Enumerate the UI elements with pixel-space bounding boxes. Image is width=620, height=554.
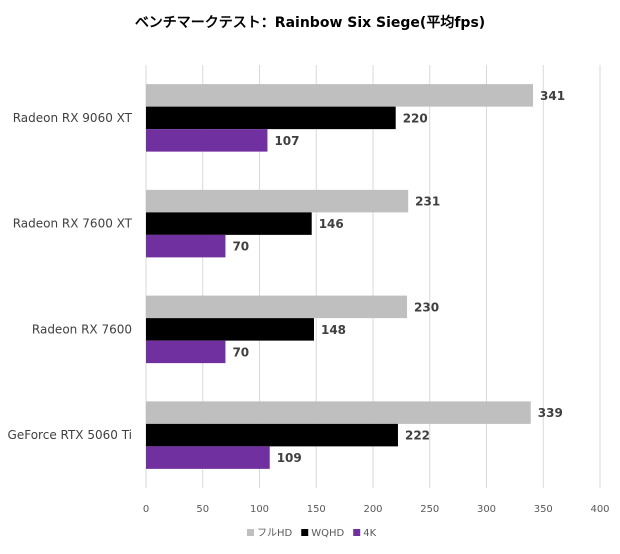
data-label: 109 (277, 451, 302, 465)
x-tick-label: 150 (307, 504, 326, 515)
legend-label: WQHD (311, 528, 344, 539)
bar (146, 212, 312, 235)
category-label: Radeon RX 7600 XT (13, 217, 133, 231)
bar (146, 340, 226, 364)
x-tick-label: 350 (534, 504, 553, 515)
x-tick-label: 200 (363, 504, 382, 515)
legend-swatch (247, 529, 254, 536)
data-label: 222 (405, 429, 430, 443)
x-tick-label: 250 (420, 504, 439, 515)
bar (146, 129, 268, 152)
bar (146, 234, 226, 258)
legend-label: 4K (363, 528, 376, 539)
legend-swatch (301, 529, 309, 536)
category-label: Radeon RX 9060 XT (13, 111, 133, 125)
x-tick-label: 0 (143, 504, 149, 515)
bar (146, 423, 398, 447)
x-tick-label: 300 (477, 504, 496, 515)
data-label: 230 (414, 300, 439, 314)
category-label: GeForce RTX 5060 Ti (8, 428, 132, 442)
bar (146, 446, 270, 469)
bar (146, 106, 396, 130)
data-label: 339 (538, 406, 563, 420)
x-tick-label: 50 (196, 504, 209, 515)
x-tick-label: 400 (590, 504, 609, 515)
chart-title: ベンチマークテスト：Rainbow Six Siege(平均fps) (135, 14, 485, 31)
data-label: 341 (540, 89, 565, 103)
data-label: 146 (319, 217, 344, 231)
bar (146, 318, 314, 341)
bar (146, 189, 409, 213)
data-label: 148 (321, 323, 346, 337)
data-label: 70 (232, 345, 249, 359)
category-label: Radeon RX 7600 (32, 322, 132, 336)
legend-swatch (353, 529, 361, 536)
data-label: 107 (274, 134, 299, 148)
data-label: 220 (403, 111, 428, 125)
data-label: 231 (415, 195, 440, 209)
data-label: 70 (232, 240, 249, 254)
bar (146, 295, 408, 319)
legend-label: フルHD (257, 528, 293, 539)
bar (146, 401, 531, 424)
x-tick-label: 100 (250, 504, 269, 515)
bar (146, 84, 534, 107)
